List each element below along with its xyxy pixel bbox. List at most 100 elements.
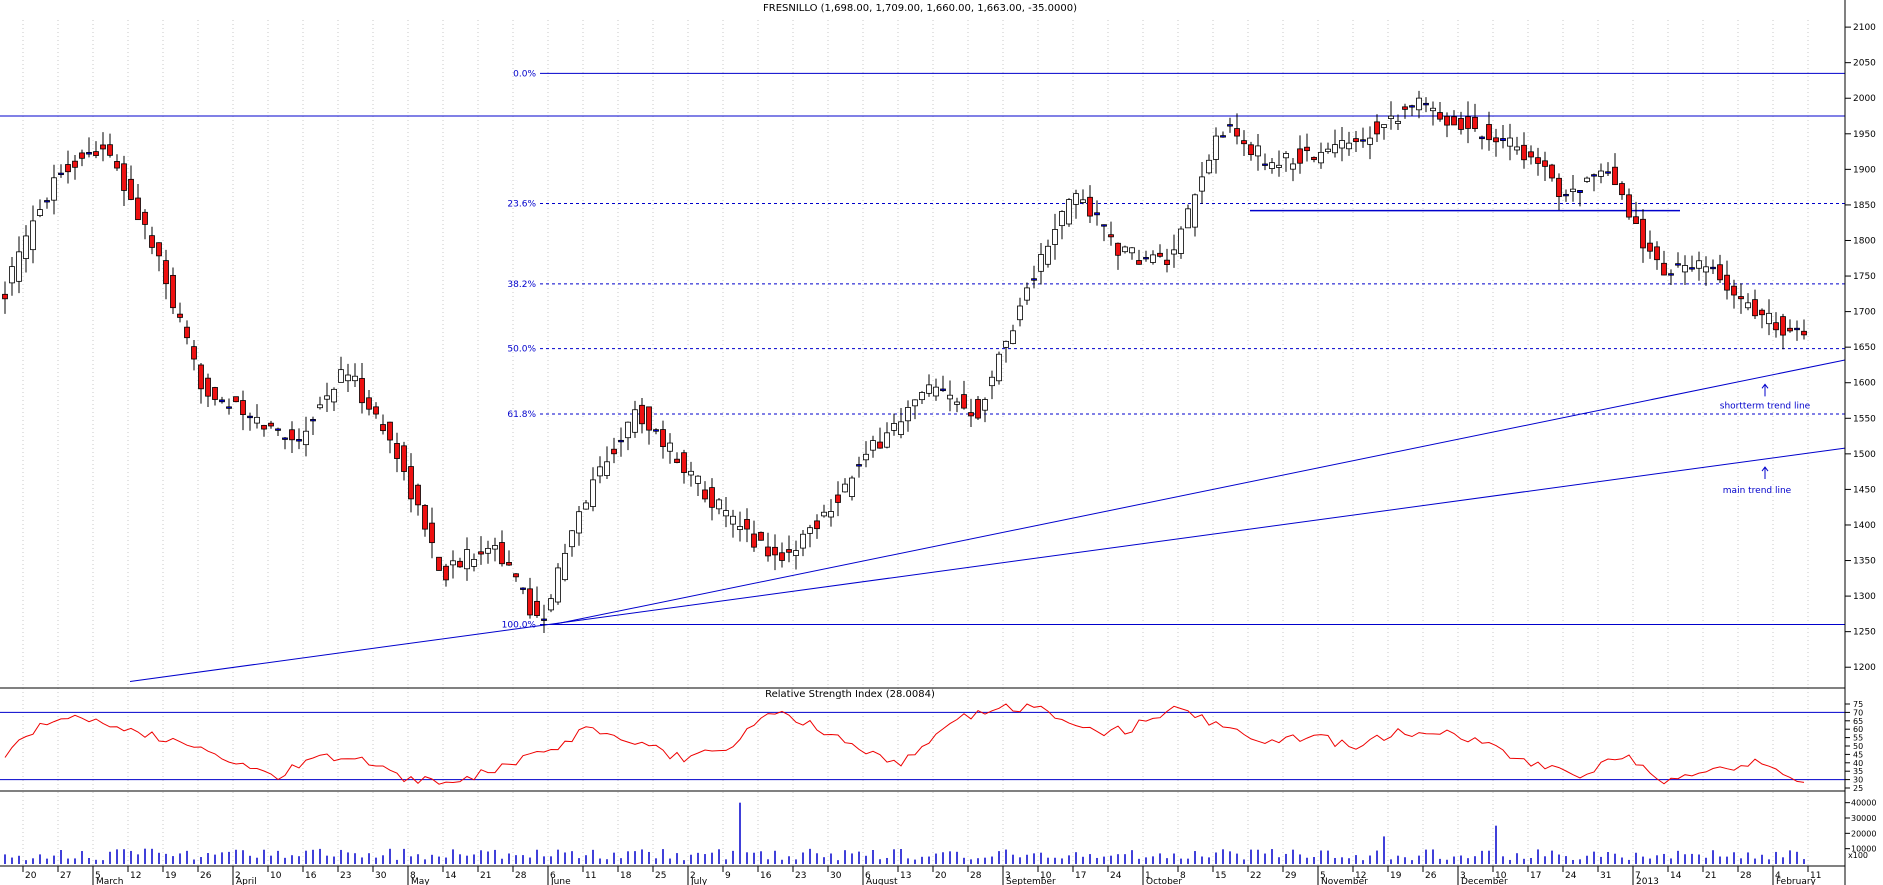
candle-body [1115, 242, 1121, 256]
candle-body [1080, 199, 1086, 203]
candle-body [1668, 273, 1674, 276]
rsi-tick-label: 35 [1853, 767, 1863, 776]
fibonacci-level-label: 38.2% [507, 280, 536, 290]
candle-body [415, 484, 421, 506]
candle-body [240, 400, 246, 416]
candle-body [1444, 115, 1450, 126]
date-tick-label: 8 [410, 871, 416, 881]
candle-body [359, 378, 365, 404]
candle-body [1381, 124, 1387, 128]
fibonacci-level-label: 0.0% [513, 69, 536, 79]
candle-body [1661, 262, 1667, 276]
candle-body [1199, 176, 1205, 192]
candle-body [1605, 171, 1611, 174]
date-tick-label: 24 [1565, 871, 1577, 881]
volume-tick-label: 30000 [1851, 814, 1876, 823]
candle-body [1129, 247, 1135, 254]
candle-body [1374, 121, 1380, 135]
date-tick-label: 5 [95, 871, 101, 881]
date-tick-label: 6 [865, 871, 871, 881]
candle-body [114, 161, 120, 169]
date-tick-label: 17 [1530, 871, 1541, 881]
candle-body [1528, 151, 1534, 158]
month-label: September [1006, 877, 1056, 885]
candle-body [16, 251, 22, 282]
price-tick-label: 1400 [1853, 521, 1876, 531]
candle-body [779, 552, 785, 561]
candle-body [870, 440, 876, 451]
candle-body [1570, 188, 1576, 193]
date-tick-label: 4 [1775, 871, 1781, 881]
date-tick-label: 15 [1215, 871, 1226, 881]
date-tick-label: 3 [1005, 871, 1011, 881]
price-tick-label: 1300 [1853, 592, 1876, 602]
candle-body [170, 274, 176, 309]
candle-body [1479, 136, 1485, 140]
candle-body [534, 600, 540, 616]
date-tick-label: 19 [165, 871, 177, 881]
price-tick-label: 2100 [1853, 23, 1876, 33]
candle-body [1213, 135, 1219, 160]
candle-body [1654, 246, 1660, 261]
candle-body [1234, 128, 1240, 137]
rsi-line [4, 703, 1805, 785]
volume-tick-label: 10000 [1851, 845, 1876, 854]
candle-body [702, 489, 708, 500]
candle-body [569, 530, 575, 548]
candle-body [1598, 170, 1604, 177]
candle-body [1794, 327, 1800, 331]
month-label: December [1461, 877, 1508, 885]
date-tick-label: 29 [1285, 871, 1297, 881]
candle-body [737, 526, 743, 530]
date-tick-label: 16 [305, 871, 317, 881]
date-tick-label: 14 [1670, 871, 1682, 881]
rsi-title: Relative Strength Index (28.0084) [765, 689, 935, 700]
candle-body [765, 546, 771, 557]
fibonacci-level-label: 61.8% [507, 410, 536, 420]
candle-body [1724, 274, 1730, 291]
candlesticks [2, 90, 1807, 633]
candle-body [366, 397, 372, 410]
candle-body [898, 421, 904, 435]
price-tick-label: 1200 [1853, 663, 1876, 673]
candle-body [541, 618, 547, 621]
candle-body [814, 520, 820, 530]
candle-body [632, 409, 638, 433]
fibonacci-level-label: 100.0% [502, 621, 537, 631]
price-tick-label: 1900 [1853, 165, 1876, 175]
candle-body [58, 172, 64, 176]
candle-body [373, 406, 379, 415]
date-tick-label: 28 [515, 871, 527, 881]
candle-body [1248, 144, 1254, 156]
candle-body [625, 421, 631, 439]
price-tick-label: 1500 [1853, 450, 1876, 460]
date-tick-label: 9 [725, 871, 731, 881]
date-tick-label: 3 [1460, 871, 1466, 881]
candle-body [667, 442, 673, 452]
volume-tick-label: 20000 [1851, 829, 1876, 838]
date-tick-label: 26 [1425, 871, 1437, 881]
candle-body [233, 396, 239, 403]
candle-body [695, 475, 701, 484]
candle-body [205, 377, 211, 397]
candle-body [226, 406, 232, 409]
candle-body [457, 560, 463, 568]
candle-body [926, 384, 932, 394]
main-trend-line [129, 447, 1846, 682]
candle-body [1787, 327, 1793, 332]
date-tick-label: 21 [480, 871, 491, 881]
date-axis: 20 27 5 12 19 26 2 10 16 23 30 8 14 21 28 6 11 18 25 2 9 16 23… [22, 866, 1821, 885]
shortterm-trend-arrow [1761, 383, 1769, 397]
date-tick-label: 8 [1180, 871, 1186, 881]
shortterm-trend-line [552, 359, 1846, 626]
candle-body [646, 406, 652, 431]
candle-body [730, 515, 736, 525]
date-tick-label: 10 [1495, 871, 1507, 881]
candle-body [142, 211, 148, 225]
candle-body [856, 464, 862, 467]
rsi-tick-label: 40 [1853, 759, 1863, 768]
price-tick-label: 1350 [1853, 557, 1876, 567]
candle-body [1346, 142, 1352, 150]
candle-body [1059, 211, 1065, 227]
candle-body [289, 429, 295, 441]
